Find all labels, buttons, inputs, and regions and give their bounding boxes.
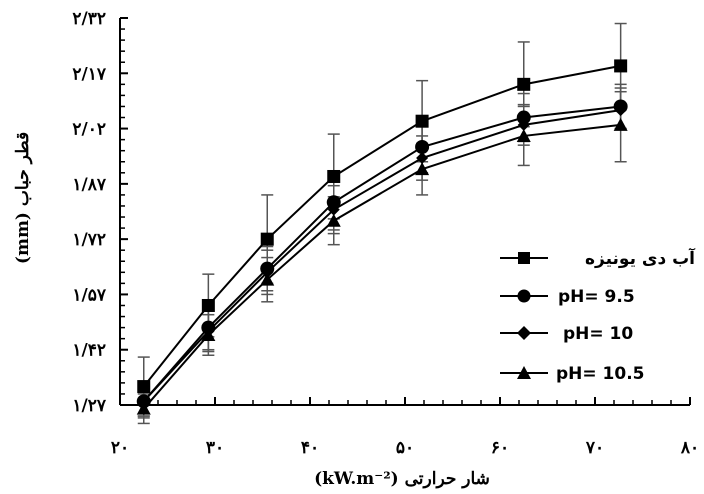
- data-point: [613, 117, 628, 131]
- x-tick-label: ۳۰: [206, 438, 224, 458]
- x-tick-label: ۶۰: [491, 438, 509, 458]
- data-point: [416, 152, 429, 165]
- legend-label-1: pH= 9.5: [558, 287, 635, 307]
- tick-labels: ۱/۲۷ ۱/۴۲ ۱/۵۷ ۱/۷۲ ۱/۸۷ ۲/۰۲ ۲/۱۷ ۲/۳۲ ۲۰ ۳۰ ۴۰ ۵۰…: [72, 9, 699, 458]
- data-point: [261, 266, 274, 279]
- legend-item-2: pH= 10: [500, 324, 633, 344]
- data-point: [327, 203, 340, 216]
- x-tick-label: ۸۰: [680, 438, 699, 458]
- data-point: [201, 327, 216, 341]
- y-tick-label: ۲/۰۲: [72, 120, 106, 140]
- y-tick-label: ۱/۵۷: [72, 285, 106, 305]
- data-point: [326, 195, 341, 210]
- data-point: [415, 162, 430, 176]
- legend-item-3: pH= 10.5: [500, 364, 645, 384]
- x-tick-label: ۴۰: [301, 438, 319, 458]
- data-point: [614, 104, 627, 117]
- series-markers: [136, 59, 628, 415]
- axes: [119, 17, 691, 406]
- y-tick-label: ۱/۲۷: [72, 396, 106, 416]
- legend: آب دی یونیزه pH= 9.5 pH= 10 pH= 10.5: [492, 238, 696, 390]
- data-point: [326, 213, 341, 227]
- legend-label-3: pH= 10.5: [556, 364, 645, 384]
- data-point: [201, 298, 215, 312]
- data-point: [517, 118, 530, 131]
- y-tick-label: ۲/۱۷: [72, 64, 106, 84]
- x-tick-label: ۵۰: [396, 438, 414, 458]
- legend-item-0: آب دی یونیزه: [500, 247, 696, 269]
- y-tick-label: ۱/۷۲: [72, 230, 106, 250]
- data-point: [415, 114, 429, 128]
- data-point: [516, 110, 531, 125]
- legend-label-2: pH= 10: [563, 324, 633, 344]
- data-point: [415, 140, 430, 154]
- x-tick-label: ۲۰: [111, 438, 129, 458]
- data-point: [137, 380, 151, 394]
- legend-label-0: آب دی یونیزه: [585, 247, 696, 269]
- y-axis-label: قطر حباب (mm): [13, 132, 33, 264]
- data-point: [137, 395, 150, 408]
- x-axis-label: شار حرارتی (kW.m⁻²): [314, 469, 490, 489]
- y-tick-label: ۲/۳۲: [72, 9, 106, 29]
- data-point: [260, 232, 274, 246]
- data-point: [614, 59, 628, 73]
- data-point: [516, 128, 531, 142]
- data-point: [136, 401, 151, 415]
- x-tick-label: ۷۰: [585, 438, 604, 458]
- y-tick-label: ۱/۸۷: [72, 175, 106, 195]
- legend-item-1: pH= 9.5: [500, 287, 635, 307]
- data-point: [327, 169, 341, 183]
- data-point: [517, 77, 531, 91]
- y-tick-label: ۱/۴۲: [72, 341, 106, 361]
- data-point: [260, 272, 275, 286]
